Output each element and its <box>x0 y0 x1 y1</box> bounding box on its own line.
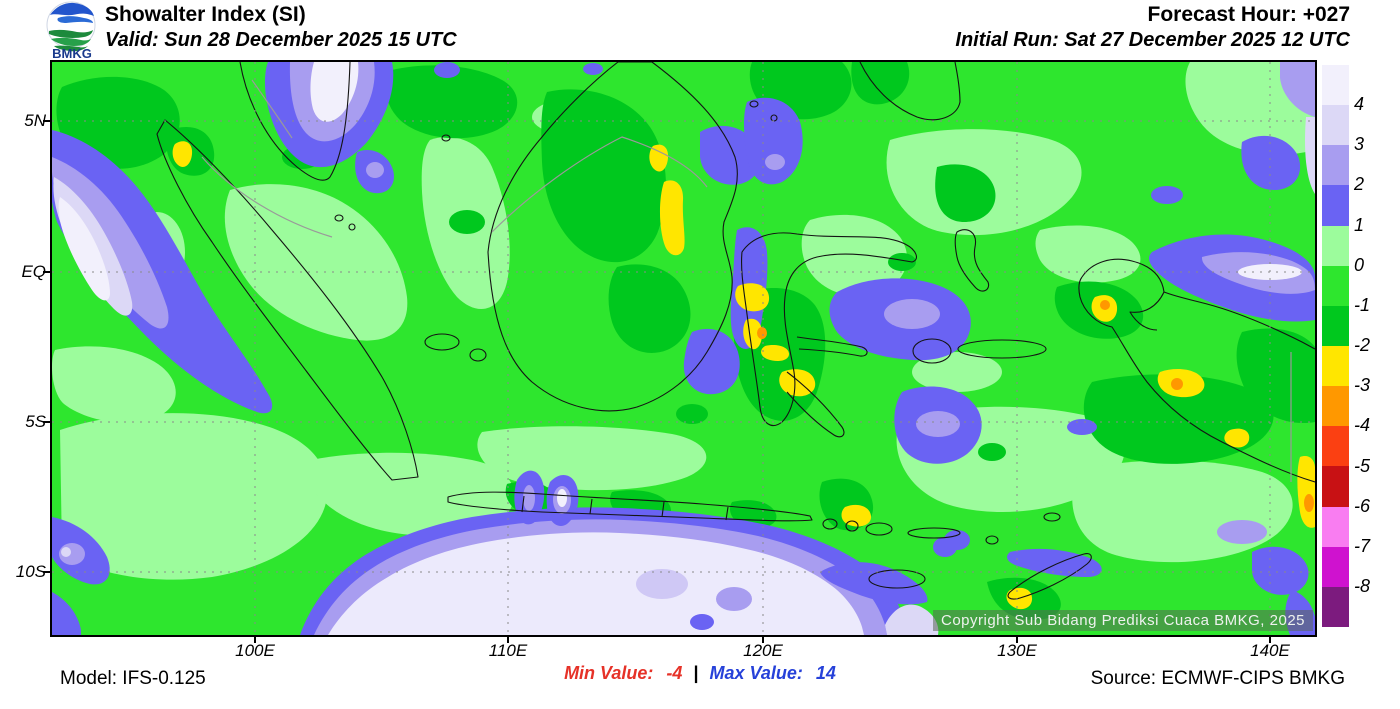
lat-label-5s: 5S <box>25 412 46 431</box>
lat-tick <box>43 120 51 122</box>
legend-segment <box>1322 105 1349 146</box>
showalter-index-contour-map <box>52 62 1315 635</box>
lat-label-5n: 5N <box>24 111 46 130</box>
lat-label-eq: EQ <box>21 262 46 281</box>
legend-segment <box>1322 506 1349 547</box>
legend-segment <box>1322 386 1349 427</box>
lat-tick <box>43 271 51 273</box>
legend-tick-label: 2 <box>1354 174 1365 194</box>
legend-segment <box>1322 305 1349 346</box>
max-value-label: Max Value: <box>709 663 803 683</box>
legend-segment <box>1322 426 1349 467</box>
minmax-separator: | <box>693 663 699 683</box>
legend-tick-label: 0 <box>1354 255 1365 275</box>
legend-tick-label: -7 <box>1354 536 1371 556</box>
lon-tick <box>762 635 764 643</box>
lat-label-10s: 10S <box>15 562 46 581</box>
min-value-label: Min Value: <box>564 663 654 683</box>
map-canvas: Copyright Sub Bidang Prediksi Cuaca BMKG… <box>50 60 1317 637</box>
legend-tick-label: -1 <box>1354 295 1371 315</box>
lon-label-120e: 120E <box>743 641 783 660</box>
legend-segment <box>1322 546 1349 587</box>
legend-tick-label: -2 <box>1354 335 1371 355</box>
bmkg-logo-icon: BMKG <box>46 1 96 59</box>
forecast-hour-text: Forecast Hour: +027 <box>1147 3 1351 26</box>
legend-tick-label: 1 <box>1354 215 1365 235</box>
lat-tick <box>43 571 51 573</box>
legend-segment <box>1322 345 1349 387</box>
legend-tick-label: -8 <box>1354 576 1371 596</box>
lon-tick <box>1269 635 1271 643</box>
legend-tick-label: -3 <box>1354 375 1371 395</box>
lon-tick <box>254 635 256 643</box>
legend-segment <box>1322 586 1349 627</box>
lon-tick <box>1016 635 1018 643</box>
legend-segment <box>1322 466 1349 507</box>
lon-label-140e: 140E <box>1250 641 1290 660</box>
color-scale-legend <box>1322 65 1349 627</box>
lon-tick <box>507 635 509 643</box>
legend-tick-label: -4 <box>1354 415 1371 435</box>
legend-segment <box>1322 65 1349 106</box>
legend-tick-label: 4 <box>1354 94 1365 114</box>
model-text: Model: IFS-0.125 <box>60 668 206 689</box>
max-value: 14 <box>815 663 836 683</box>
bmkg-logo-text: BMKG <box>52 46 92 59</box>
minmax-line: Min Value: -4 | Max Value: 14 <box>0 663 1400 684</box>
copyright-watermark: Copyright Sub Bidang Prediksi Cuaca BMKG… <box>932 610 1313 631</box>
legend-segment <box>1322 185 1349 226</box>
lat-tick <box>43 421 51 423</box>
lon-label-110e: 110E <box>488 641 528 660</box>
initial-run-text: Initial Run: Sat 27 December 2025 12 UTC <box>955 29 1350 51</box>
legend-segment <box>1322 265 1349 306</box>
legend-segment <box>1322 145 1349 186</box>
legend-tick-label: -6 <box>1354 496 1371 516</box>
legend-segment <box>1322 225 1349 266</box>
lon-label-130e: 130E <box>997 641 1037 660</box>
legend-tick-label: -5 <box>1354 456 1371 476</box>
source-text: Source: ECMWF-CIPS BMKG <box>1090 668 1345 689</box>
valid-time-text: Valid: Sun 28 December 2025 15 UTC <box>105 29 457 51</box>
lon-label-100e: 100E <box>235 641 275 660</box>
page-title: Showalter Index (SI) <box>105 3 306 26</box>
min-value: -4 <box>666 663 683 683</box>
legend-tick-label: 3 <box>1354 134 1365 154</box>
